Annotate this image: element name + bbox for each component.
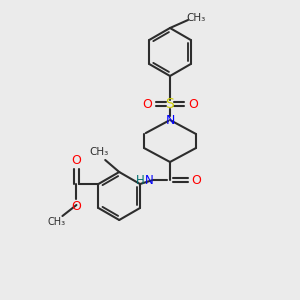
Text: H: H bbox=[136, 173, 144, 187]
Text: N: N bbox=[165, 113, 175, 127]
Text: O: O bbox=[142, 98, 152, 110]
Text: CH₃: CH₃ bbox=[186, 13, 206, 23]
Text: O: O bbox=[71, 154, 81, 167]
Text: O: O bbox=[188, 98, 198, 110]
Text: O: O bbox=[191, 173, 201, 187]
Text: N: N bbox=[145, 173, 153, 187]
Text: CH₃: CH₃ bbox=[47, 217, 65, 227]
Text: O: O bbox=[71, 200, 81, 214]
Text: CH₃: CH₃ bbox=[90, 147, 109, 157]
Text: S: S bbox=[166, 97, 174, 111]
